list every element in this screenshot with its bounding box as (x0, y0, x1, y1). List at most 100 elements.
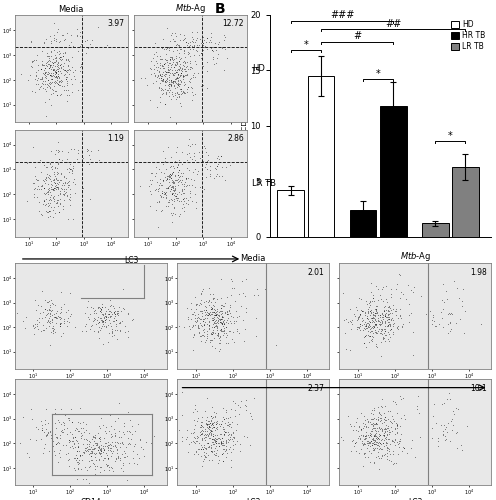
Point (213, 435, 221, 443)
Point (80, 428, 88, 436)
Point (389, 322, 397, 330)
Point (65, 436, 73, 444)
Point (54, 24, 62, 32)
Point (71, 466, 79, 474)
Point (174, 60, 182, 68)
Point (193, 34, 201, 42)
Point (205, 321, 213, 329)
Point (209, 326, 217, 334)
Point (163, 44, 171, 52)
Point (45, 78, 53, 86)
Point (395, 270, 403, 278)
Point (60, 190, 67, 198)
Point (173, 46, 181, 54)
Point (163, 175, 171, 183)
Point (209, 294, 217, 302)
Point (46, 310, 54, 318)
Point (219, 315, 227, 323)
Point (387, 306, 395, 314)
Point (154, 184, 162, 192)
Point (188, 310, 196, 318)
Point (384, 422, 392, 430)
Point (174, 94, 182, 102)
Point (173, 158, 181, 166)
Point (161, 72, 169, 80)
Point (45, 174, 53, 182)
Point (347, 422, 355, 430)
Point (355, 312, 363, 320)
Point (61, 86, 68, 94)
Point (45, 206, 53, 214)
Point (168, 53, 176, 61)
Point (208, 306, 216, 314)
Point (196, 319, 204, 327)
Point (372, 440, 380, 448)
Point (183, 85, 191, 93)
Point (40, 189, 48, 197)
Point (65, 318, 73, 326)
Text: 2.86: 2.86 (227, 134, 244, 143)
Point (54, 191, 62, 199)
Point (216, 339, 224, 347)
Point (203, 426, 211, 434)
Point (369, 324, 377, 332)
Point (74, 442, 82, 450)
Point (198, 414, 206, 422)
Point (64, 90, 72, 98)
Point (192, 316, 200, 324)
Point (361, 432, 369, 440)
Point (52, 88, 60, 96)
Point (52, 69, 60, 77)
Point (74, 150, 82, 158)
Point (191, 73, 199, 81)
Title: $\it{Mtb}$-Ag: $\it{Mtb}$-Ag (400, 250, 431, 264)
Point (181, 62, 188, 70)
Point (74, 439, 82, 447)
Point (379, 430, 387, 438)
Point (192, 437, 200, 445)
Point (198, 322, 206, 330)
Point (187, 429, 195, 437)
Point (384, 407, 392, 415)
Point (377, 454, 385, 462)
Point (365, 439, 372, 447)
Point (37, 182, 45, 190)
Point (179, 186, 186, 194)
Point (86, 156, 94, 164)
Point (221, 308, 229, 316)
Point (372, 432, 379, 440)
Point (372, 340, 380, 347)
Point (189, 332, 197, 340)
Point (81, 420, 89, 428)
Point (33, 322, 41, 330)
Point (170, 197, 178, 205)
Point (366, 318, 373, 326)
Point (124, 334, 132, 342)
Point (372, 302, 380, 310)
Point (226, 309, 234, 317)
Point (198, 308, 206, 316)
Point (195, 301, 203, 309)
Point (188, 310, 196, 318)
Point (352, 438, 360, 446)
Point (200, 142, 208, 150)
Point (212, 436, 220, 444)
Point (57, 199, 64, 207)
Point (211, 43, 219, 51)
Point (171, 184, 179, 192)
Point (210, 408, 218, 416)
Point (215, 438, 223, 446)
Point (120, 304, 127, 312)
Point (397, 414, 405, 422)
Point (95, 455, 103, 463)
Point (394, 325, 402, 333)
Point (64, 61, 72, 69)
Point (28, 57, 36, 65)
Point (171, 191, 179, 199)
Point (363, 312, 371, 320)
Point (205, 320, 213, 328)
Point (107, 462, 115, 470)
Point (99, 421, 107, 429)
Point (67, 75, 75, 83)
Point (71, 180, 79, 188)
